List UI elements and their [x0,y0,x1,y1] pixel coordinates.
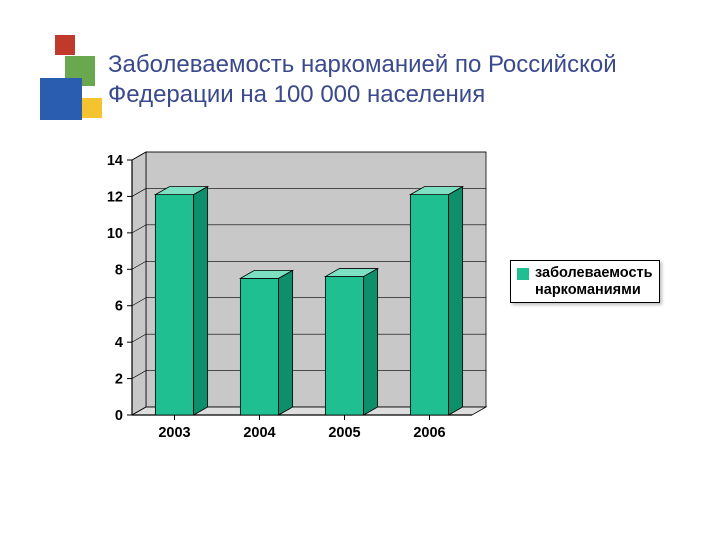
legend-swatch [517,268,529,280]
chart-legend: заболеваемость наркоманиями [510,260,660,303]
bar-chart: 0 2 4 6 8 10 12 14 2003 2004 2005 2006 заболеваемос… [90,150,660,460]
bar-chart-svg: 0 2 4 6 8 10 12 14 2003 2004 2005 2006 [90,150,660,460]
svg-text:2006: 2006 [413,425,445,441]
slide-title: Заболеваемость наркоманией по Российской… [108,50,668,110]
deco-square-red [55,35,75,55]
svg-text:10: 10 [107,226,123,242]
svg-text:2005: 2005 [328,425,360,441]
svg-text:2: 2 [115,372,123,388]
svg-text:14: 14 [107,153,123,169]
svg-text:8: 8 [115,262,123,278]
legend-label-line1: заболеваемость [535,265,653,281]
svg-text:4: 4 [115,335,123,351]
deco-square-yellow [82,98,102,118]
svg-text:6: 6 [115,299,123,315]
svg-text:0: 0 [115,408,123,424]
svg-text:2003: 2003 [158,425,190,441]
svg-text:2004: 2004 [243,425,275,441]
legend-label-line2: наркоманиями [535,282,641,298]
deco-square-blue [40,78,82,120]
legend-label: заболеваемость наркоманиями [535,265,653,298]
svg-text:12: 12 [107,189,123,205]
